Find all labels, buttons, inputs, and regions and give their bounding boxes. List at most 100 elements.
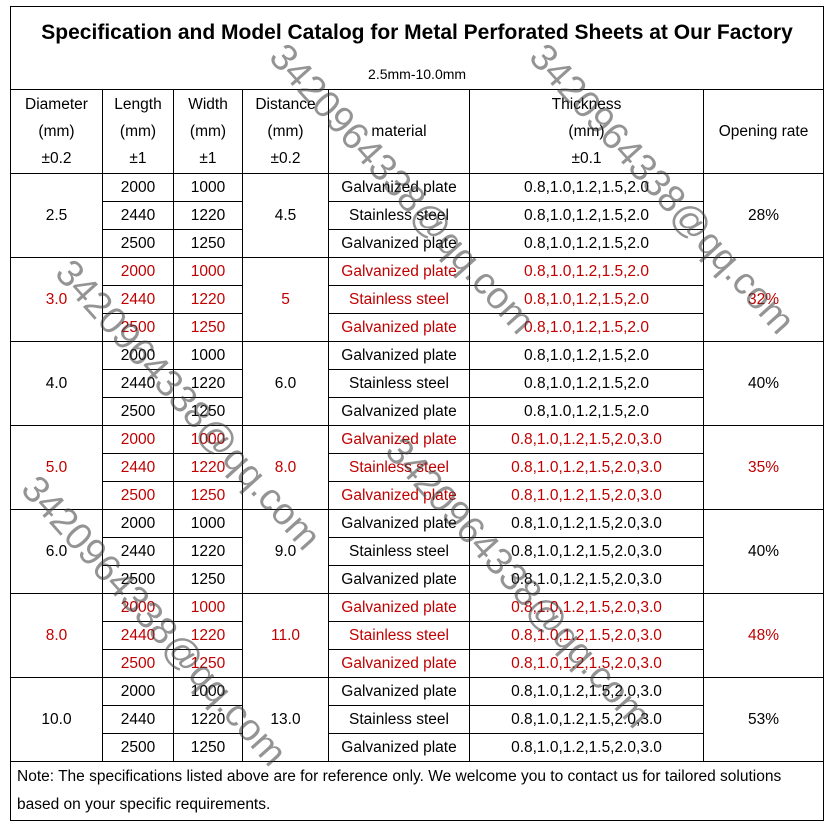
length: 2500 (102, 565, 174, 594)
width: 1220 (173, 537, 243, 566)
header-line: ±0.2 (270, 150, 301, 167)
width: 1250 (173, 649, 243, 678)
length: 2500 (102, 649, 174, 678)
header-line: Distance (255, 96, 316, 113)
data-row: 2440 1220 Stainless steel 0.8,1.0,1.2,1.5,2… (11, 621, 824, 650)
thickness: 0.8,1.0,1.2,1.5,2.0,3.0 (469, 733, 704, 762)
data-row: 4.0 2000 1000 6.0 Galvanized plate 0.8,1.0,1.… (10, 341, 825, 426)
diameter: 6.0 (10, 509, 103, 594)
diameter: 5.0 (10, 425, 103, 510)
header-line: (mm) (189, 123, 227, 140)
width: 1000 (173, 593, 243, 622)
length: 2000 (102, 257, 174, 286)
length: 2440 (102, 621, 174, 650)
length: 2440 (102, 537, 174, 566)
length: 2500 (102, 733, 174, 762)
width: 1220 (173, 621, 243, 650)
length: 2000 (102, 173, 174, 202)
length: 2000 (102, 593, 174, 622)
material: Galvanized plate (328, 733, 470, 762)
width: 1250 (173, 229, 243, 258)
thickness: 0.8,1.0,1.2,1.5,2.0 (469, 369, 704, 398)
thickness: 0.8,1.0,1.2,1.5,2.0,3.0 (469, 649, 704, 678)
diameter: 3.0 (10, 257, 103, 342)
opening-rate: 40% (702, 509, 825, 594)
length: 2500 (102, 313, 174, 342)
material: Galvanized plate (328, 257, 470, 286)
data-row: 8.0 2000 1000 11.0 Galvanized plate 0.8,1.0,1… (10, 593, 825, 678)
opening-rate: 28% (702, 173, 825, 258)
thickness: 0.8,1.0,1.2,1.5,2.0 (469, 285, 704, 314)
diameter: 8.0 (10, 593, 103, 678)
note: Note: The specifications listed above ar… (9, 761, 825, 821)
distance: 4.5 (242, 173, 329, 258)
opening-rate: 40% (702, 341, 825, 426)
header-line: ±1 (129, 150, 147, 167)
distance: 13.0 (242, 677, 329, 762)
diameter: 10.0 (10, 677, 103, 762)
header-line: material (371, 123, 427, 140)
material: Stainless steel (328, 537, 470, 566)
length: 2440 (102, 369, 174, 398)
header-line: (mm) (568, 123, 605, 140)
column-header: Thickness (mm) ±0.1 (469, 89, 704, 174)
data-row: 2440 1220 Stainless steel 0.8,1.0,1.2,1.5,2… (11, 285, 824, 314)
data-row: 2500 1250 Galvanized plate 0.8,1.0,1.2,1.5,… (11, 229, 824, 258)
width: 1250 (173, 397, 243, 426)
subtitle: 2.5mm-10.0mm (9, 59, 825, 90)
opening-rate: 32% (702, 257, 825, 342)
column-header: Opening rate (702, 89, 825, 174)
distance: 5 (242, 257, 329, 342)
length: 2440 (102, 285, 174, 314)
column-header: material (328, 89, 470, 174)
length: 2000 (102, 425, 174, 454)
width: 1220 (173, 201, 243, 230)
length: 2440 (102, 201, 174, 230)
width: 1250 (173, 481, 243, 510)
data-row: 3.0 2000 1000 5 Galvanized plate 0.8,1.0,1.2,… (10, 257, 825, 342)
diameter: 4.0 (10, 341, 103, 426)
length: 2000 (102, 509, 174, 538)
data-row: 2500 1250 Galvanized plate 0.8,1.0,1.2,1.5,… (11, 733, 824, 762)
material: Galvanized plate (328, 341, 470, 370)
thickness: 0.8,1.0,1.2,1.5,2.0 (469, 201, 704, 230)
width: 1220 (173, 285, 243, 314)
width: 1250 (173, 313, 243, 342)
opening-rate: 53% (702, 677, 825, 762)
width: 1220 (173, 453, 243, 482)
header-line: (mm) (119, 123, 157, 140)
width: 1000 (173, 425, 243, 454)
material: Galvanized plate (328, 593, 470, 622)
thickness: 0.8,1.0,1.2,1.5,2.0,3.0 (469, 593, 704, 622)
material: Galvanized plate (328, 229, 470, 258)
header-line: Opening rate (718, 123, 809, 140)
material: Galvanized plate (328, 173, 470, 202)
header-line: ±0.2 (41, 150, 72, 167)
opening-rate: 48% (702, 593, 825, 678)
thickness: 0.8,1.0,1.2,1.5,2.0,3.0 (469, 677, 704, 706)
column-header: Width (mm) ±1 (173, 89, 243, 174)
data-row: 6.0 2000 1000 9.0 Galvanized plate 0.8,1.0,1.… (10, 509, 825, 594)
header-row: Diameter (mm) ±0.2 Length (mm) ±1 Width (mm) ±1 D… (10, 89, 825, 174)
thickness: 0.8,1.0,1.2,1.5,2.0,3.0 (469, 705, 704, 734)
data-row: 2500 1250 Galvanized plate 0.8,1.0,1.2,1.5,… (11, 397, 824, 426)
data-row: 2500 1250 Galvanized plate 0.8,1.0,1.2,1.5,… (11, 481, 824, 510)
thickness: 0.8,1.0,1.2,1.5,2.0,3.0 (469, 453, 704, 482)
data-row: 10.0 2000 1000 13.0 Galvanized plate 0.8,1.0,… (10, 677, 825, 762)
data-row: 2500 1250 Galvanized plate 0.8,1.0,1.2,1.5,… (11, 649, 824, 678)
distance: 6.0 (242, 341, 329, 426)
length: 2500 (102, 481, 174, 510)
width: 1000 (173, 341, 243, 370)
length: 2440 (102, 705, 174, 734)
thickness: 0.8,1.0,1.2,1.5,2.0,3.0 (469, 621, 704, 650)
material: Stainless steel (328, 453, 470, 482)
spec-table: Specification and Model Catalog for Meta… (9, 6, 825, 821)
header-line: Thickness (551, 96, 622, 113)
length: 2000 (102, 677, 174, 706)
header-line: (mm) (267, 123, 304, 140)
thickness: 0.8,1.0,1.2,1.5,2.0,3.0 (469, 509, 704, 538)
material: Galvanized plate (328, 313, 470, 342)
column-header: Length (mm) ±1 (102, 89, 174, 174)
width: 1000 (173, 173, 243, 202)
